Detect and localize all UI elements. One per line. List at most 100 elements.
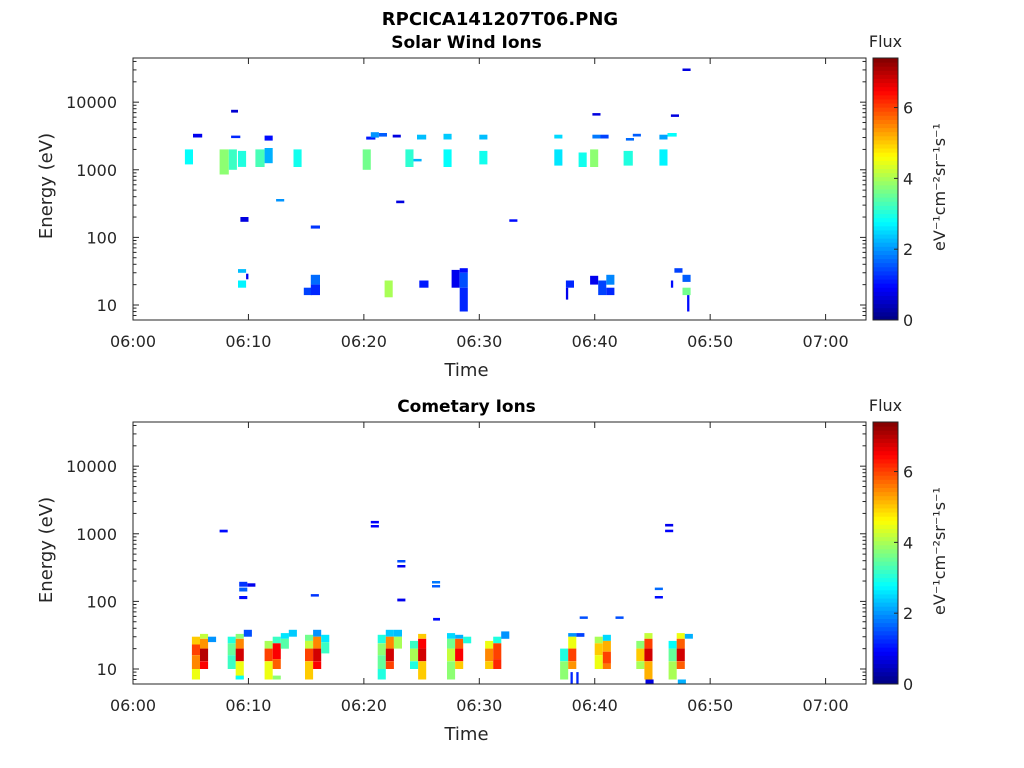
colorbar-unit-label: eV⁻¹cm⁻²sr⁻¹s⁻¹ <box>930 487 949 615</box>
x-tick-label: 06:50 <box>687 696 733 715</box>
colorbar-swatch <box>873 115 898 120</box>
flux-cell <box>264 640 273 649</box>
colorbar-swatch <box>873 270 898 276</box>
flux-cell <box>313 636 322 649</box>
flux-cell <box>623 150 633 166</box>
colorbar-swatch <box>873 503 898 509</box>
flux-cell <box>397 565 406 568</box>
x-tick-label: 06:30 <box>456 696 502 715</box>
flux-cell <box>418 633 427 639</box>
flux-cell <box>578 152 587 167</box>
colorbar-swatch <box>873 467 898 472</box>
flux-cell <box>247 583 256 587</box>
x-tick-label: 06:00 <box>110 696 156 715</box>
colorbar-swatch <box>873 98 898 104</box>
flux-cell <box>276 199 285 202</box>
flux-cell <box>632 133 641 137</box>
flux-cell <box>385 661 394 669</box>
x-tick-label: 06:20 <box>341 332 387 351</box>
flux-cell <box>667 133 677 137</box>
colorbar-tick-label: 4 <box>903 533 913 552</box>
colorbar-swatch <box>873 197 898 202</box>
flux-cell <box>405 149 414 167</box>
colorbar-swatch <box>873 119 898 124</box>
colorbar-swatch <box>873 450 898 456</box>
colorbar-swatch <box>873 602 898 607</box>
colorbar-swatch <box>873 659 898 665</box>
flux-cell <box>479 150 488 165</box>
flux-cell <box>479 134 488 140</box>
colorbar-swatch <box>873 655 898 660</box>
flux-cell <box>447 648 456 662</box>
flux-cell <box>432 581 441 584</box>
spectrogram-cells <box>191 520 693 684</box>
flux-cell <box>493 659 502 669</box>
flux-cell <box>272 636 281 644</box>
flux-cell <box>636 661 645 669</box>
x-axis-label: Time <box>443 360 488 381</box>
colorbar-swatch <box>873 471 898 476</box>
colorbar-swatch <box>873 217 898 223</box>
flux-cell <box>432 585 441 588</box>
flux-cell <box>654 596 663 599</box>
colorbar-swatch <box>873 143 898 149</box>
flux-cell <box>654 587 663 591</box>
colorbar-swatch <box>873 544 898 550</box>
flux-cell <box>385 636 394 649</box>
colorbar-swatch <box>873 438 898 443</box>
flux-cell <box>459 272 468 288</box>
colorbar-swatch <box>873 540 898 546</box>
colorbar-title: Flux <box>869 396 902 415</box>
colorbar-swatch <box>873 606 898 611</box>
flux-cell <box>305 661 314 680</box>
colorbar-swatch <box>873 561 898 566</box>
colorbar-swatch <box>873 131 898 137</box>
colorbar-swatch <box>873 139 898 145</box>
flux-cell <box>397 560 406 563</box>
colorbar-swatch <box>873 70 898 75</box>
flux-cell <box>493 636 502 644</box>
axes-box <box>132 421 867 685</box>
colorbar-swatch <box>873 209 898 215</box>
flux-cell <box>579 616 588 619</box>
flux-cell <box>228 149 237 170</box>
flux-cell <box>594 655 603 669</box>
y-tick-label: 100 <box>86 592 117 611</box>
flux-cell <box>509 219 518 222</box>
colorbar-frame <box>872 57 899 321</box>
flux-cell <box>565 280 574 288</box>
flux-cell <box>410 640 419 649</box>
colorbar-swatch <box>873 651 898 656</box>
flux-cell <box>570 672 573 684</box>
x-tick-label: 07:00 <box>803 332 849 351</box>
colorbar-tick-label: 6 <box>903 99 913 118</box>
colorbar-swatch <box>873 643 898 648</box>
flux-cell <box>238 269 247 273</box>
flux-cell <box>418 661 427 680</box>
flux-cell <box>665 529 674 533</box>
colorbar-swatch <box>873 193 898 198</box>
colorbar-swatch <box>873 152 898 157</box>
flux-cell <box>682 287 691 296</box>
colorbar-swatch <box>873 221 898 227</box>
flux-cell <box>676 633 685 639</box>
colorbar-swatch <box>873 553 898 558</box>
flux-cell <box>568 661 577 669</box>
flux-cell <box>682 68 691 71</box>
x-tick-label: 06:40 <box>572 696 618 715</box>
colorbar-swatch <box>873 299 898 305</box>
flux-cell <box>321 642 330 654</box>
colorbar-swatch <box>873 507 898 513</box>
flux-cell <box>676 638 685 649</box>
flux-cell <box>193 133 203 138</box>
colorbar-swatch <box>873 266 898 272</box>
colorbar-swatch <box>873 430 898 435</box>
flux-cell <box>418 648 427 662</box>
flux-cell <box>305 648 314 662</box>
colorbar-swatch <box>873 536 898 542</box>
spectrogram-cells <box>184 68 691 312</box>
colorbar-swatch <box>873 184 898 190</box>
flux-cell <box>310 594 319 597</box>
flux-cell <box>568 648 577 662</box>
colorbar-swatch <box>873 516 898 521</box>
